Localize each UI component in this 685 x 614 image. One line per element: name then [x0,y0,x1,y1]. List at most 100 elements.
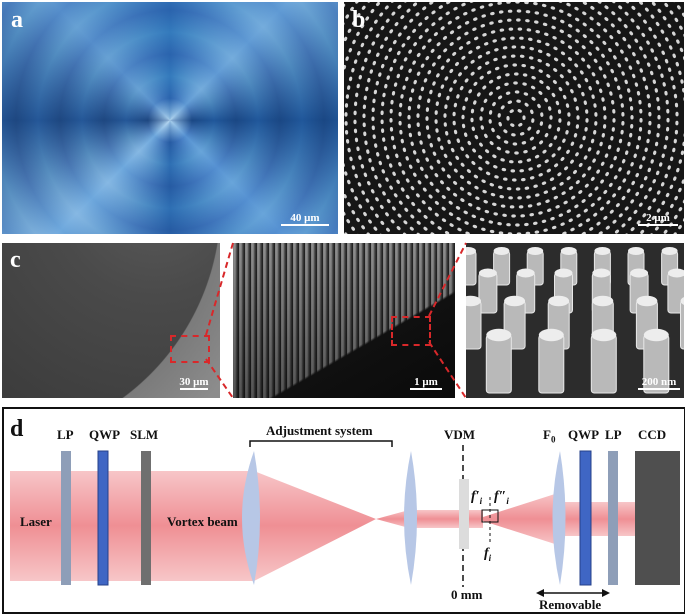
nanopillar-dot [567,112,571,117]
panel-c-sem-tilted: 1 μm [233,243,455,398]
nanopillar-dot [538,90,544,95]
nanopillar-dot [471,109,475,114]
f-prime-label: f′i [471,489,482,506]
nanopillar-dot [635,172,640,178]
nanopillar-dot [612,219,618,224]
nanopillar-dot [429,181,434,187]
nanopillar-dot [584,127,588,132]
arrow-head-right [602,589,610,597]
nanopillar-dot [673,139,677,144]
nanopillar-dot [627,88,631,93]
nanopillar-dot [449,41,455,46]
nanopillar-dot [403,2,409,3]
nanopillar-dot [509,160,514,164]
nanopillar-dot [513,142,518,145]
nanopillar-dot [450,147,455,153]
nanopillar-dot [616,29,621,35]
nanopillar-dot [553,46,559,51]
nanopillar-dot [548,106,552,111]
nanopillar-dot [561,138,566,144]
nanopillar-dot [607,47,612,53]
nanopillar-dot [530,65,535,69]
nanopillar-dot [671,2,676,3]
nanopillar-dot [383,146,387,151]
nanopillar-dot [663,229,668,234]
nanopillar-dot [667,67,671,72]
nanopillar-dot [611,10,617,15]
nanopillar-dot [678,70,682,75]
nanopillar-dot [408,49,413,55]
nanopillar-dot [347,202,352,208]
nanopillar-dot [452,79,457,85]
nanopillar-dot [505,91,510,95]
nanopillar-dot [497,113,501,118]
nanopillar-dot [413,79,418,84]
nanopillar-dot [407,115,410,120]
nanopillar-dot [520,45,525,49]
nanopillar-dot [538,172,544,177]
nanopillar-dot [660,29,665,35]
nanopillar-dot [591,72,596,78]
nanopillar-dot [344,193,347,199]
nanopillar-dot [657,42,662,48]
nanopillar-dot [505,150,510,154]
nanopillar-dot [421,45,426,51]
nanopillar-dot [658,162,662,167]
nanopillar-dot [445,58,450,64]
pillar-top [517,269,535,278]
nanopillar-dot [479,75,485,80]
nanopillar-dot [431,21,437,26]
panel-c-sem-closeup: 200 nm [466,243,684,398]
nanopillar-dot [410,88,414,93]
nanopillar-dot [593,130,597,135]
nanopillar-dot [463,210,469,215]
nanopillar-dot [506,116,509,121]
panel-a-label: a [11,8,23,32]
nanopillar-dot [654,56,659,61]
nanopillar-dot [344,65,347,70]
nanopillar-dot [587,165,592,171]
nanopillar-dot [575,124,579,129]
nanopillar-dot [617,85,621,90]
pillar [539,335,564,393]
panel-c-zoom-box-1 [170,335,210,363]
nanopillar-dot [456,216,462,221]
nanopillar-dot [465,154,470,160]
nanopillar-dot [619,94,623,99]
nanopillar-dot [427,98,431,103]
nanopillar-dot [356,146,360,151]
nanopillar-dot [499,231,504,234]
nanopillar-dot [565,130,569,135]
nanopillar-dot [669,203,674,209]
nanopillar-dot [592,158,597,164]
nanopillar-dot [639,109,642,114]
lp1-label: LP [57,427,74,443]
nanopillar-dot [548,124,552,129]
nanopillar-dot [384,84,388,89]
nanopillar-dot [555,204,561,209]
nanopillar-dot [408,106,412,111]
nanopillar-dot [664,173,669,178]
nanopillar-dot [431,62,436,68]
nanopillar-dot [618,167,623,173]
nanopillar-dot [643,194,648,200]
nanopillar-dot [500,105,505,111]
nanopillar-dot [440,26,446,31]
nanopillar-dot [544,97,549,103]
nanopillar-dot [473,17,478,22]
nanopillar-dot [429,143,433,148]
nanopillar-dot [574,50,580,55]
nanopillar-dot [650,14,655,20]
nanopillar-dot [449,68,454,74]
nanopillar-dot [552,79,557,85]
nanopillar-dot [469,2,474,3]
nanopillar-dot [567,121,571,126]
nanopillar-dot [516,18,521,21]
nanopillar-dot [536,39,541,43]
nanopillar-dot [657,124,660,129]
nanopillar-dot [672,147,676,152]
nanopillar-dot [588,192,594,197]
nanopillar-dot [524,223,529,227]
nanopillar-dot [602,74,607,80]
f0-subscript: 0 [551,435,556,445]
